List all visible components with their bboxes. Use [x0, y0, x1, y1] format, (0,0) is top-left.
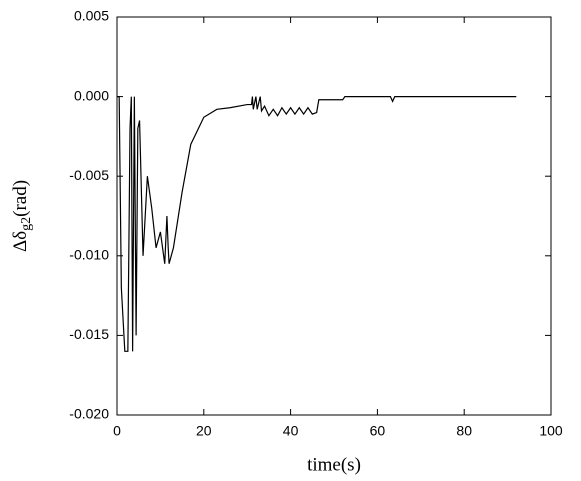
x-tick-label: 80: [456, 423, 472, 439]
y-tick-label: -0.015: [69, 326, 109, 342]
y-tick-label: 0.005: [74, 8, 109, 24]
y-tick-label: -0.020: [69, 406, 109, 422]
y-axis-title-subscript: g2: [19, 217, 34, 231]
y-axis-title-main: Δδ: [10, 231, 31, 252]
x-tick-label: 20: [196, 423, 212, 439]
x-tick-label: 0: [113, 423, 121, 439]
y-tick-label: 0.000: [74, 87, 109, 103]
y-tick-label: -0.005: [69, 167, 109, 183]
plot-frame: [116, 16, 552, 416]
y-axis-title-unit: (rad): [10, 180, 31, 217]
x-tick-label: 40: [283, 423, 299, 439]
x-tick-label: 100: [539, 423, 563, 439]
y-axis-title: Δδg2(rad): [10, 180, 34, 252]
y-tick-label: -0.010: [69, 247, 109, 263]
data-line: [117, 96, 517, 352]
x-tick-label: 60: [370, 423, 386, 439]
x-axis-title: time(s): [307, 454, 361, 475]
